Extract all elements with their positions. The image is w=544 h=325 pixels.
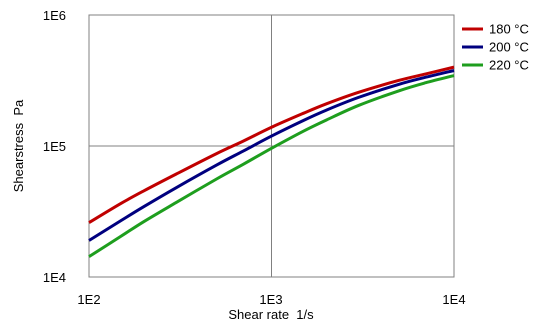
y-axis-label: Shearstress Pa bbox=[11, 99, 26, 192]
series-line bbox=[88, 65, 455, 224]
x-tick-label: 1E3 bbox=[259, 292, 282, 307]
series-line bbox=[88, 74, 455, 258]
x-axis-label: Shear rate 1/s bbox=[228, 307, 314, 322]
plot-area-frame bbox=[88, 14, 455, 278]
x-tick-label: 1E2 bbox=[77, 292, 100, 307]
legend-entry-label: 180 °C bbox=[489, 22, 529, 37]
x-tick-label: 1E4 bbox=[442, 292, 465, 307]
series-line bbox=[88, 69, 455, 242]
grid bbox=[89, 15, 454, 277]
series-layer bbox=[88, 65, 455, 258]
y-tick-label: 1E6 bbox=[43, 8, 66, 23]
legend-entry-label: 220 °C bbox=[489, 58, 529, 73]
legend-entry-label: 200 °C bbox=[489, 40, 529, 55]
y-tick-label: 1E4 bbox=[43, 270, 66, 285]
y-tick-label: 1E5 bbox=[43, 139, 66, 154]
legend: 180 °C 200 °C 220 °C bbox=[462, 22, 529, 73]
